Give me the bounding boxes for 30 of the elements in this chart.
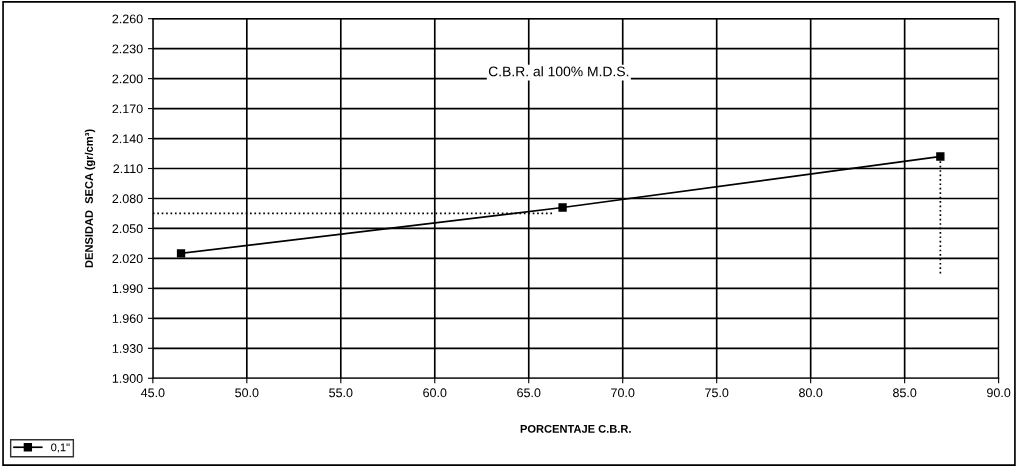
x-tick-label: 50.0 bbox=[235, 388, 259, 398]
y-tick-label: 2.140 bbox=[112, 134, 143, 144]
x-axis-title: PORCENTAJE C.B.R. bbox=[520, 424, 631, 433]
annotation: C.B.R. al 100% M.D.S. bbox=[488, 66, 629, 77]
y-tick-label: 2.230 bbox=[112, 44, 143, 54]
point bbox=[936, 152, 945, 161]
x-tick-label: 70.0 bbox=[611, 388, 635, 398]
x-tick-label: 85.0 bbox=[893, 388, 917, 398]
y-tick-label: 2.050 bbox=[112, 224, 143, 234]
y-tick-label: 2.260 bbox=[112, 14, 143, 24]
y-tick-label: 1.930 bbox=[112, 344, 143, 353]
y-tick-label: 1.900 bbox=[112, 374, 143, 383]
x-tick-label: 65.0 bbox=[517, 388, 541, 398]
x-tick-label: 80.0 bbox=[799, 388, 823, 398]
y-tick-label: 2.170 bbox=[112, 104, 143, 114]
y-tick-label: 1.960 bbox=[112, 314, 143, 323]
x-tick-label: 75.0 bbox=[705, 388, 729, 398]
y-tick-label: 2.020 bbox=[112, 254, 143, 264]
legend-label: 0,1" bbox=[51, 443, 70, 453]
point bbox=[558, 203, 567, 212]
x-tick-label: 60.0 bbox=[423, 388, 447, 398]
x-tick-label: 55.0 bbox=[329, 388, 353, 398]
point bbox=[176, 249, 186, 258]
y-tick-label: 2.080 bbox=[112, 194, 143, 204]
y-tick-label: 2.200 bbox=[112, 74, 143, 84]
y-axis-title: DENSIDAD SECA (gr/cm³) bbox=[84, 129, 96, 268]
x-tick-label: 90.0 bbox=[987, 388, 1011, 398]
y-tick-label: 2.110 bbox=[113, 164, 143, 174]
y-tick-label: 1.990 bbox=[112, 284, 143, 294]
x-tick-label: 45.0 bbox=[140, 388, 165, 398]
